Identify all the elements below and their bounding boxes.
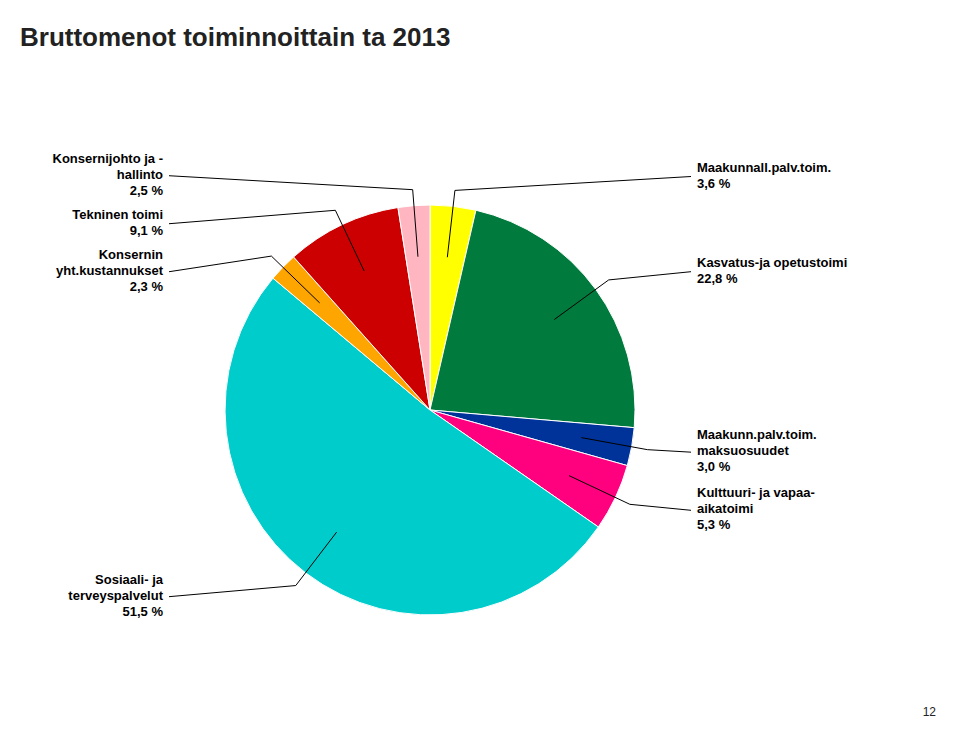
leader-lines [169,176,691,597]
slice-label: Kulttuuri- ja vapaa-aikatoimi5,3 % [697,486,815,533]
leader-line [169,210,364,271]
leader-line [447,177,691,258]
slice [430,210,635,427]
leader-line [569,476,691,511]
leader-line [581,438,691,453]
leader-line [169,176,418,257]
slice-label: Konserninyht.kustannukset2,3 % [56,247,164,294]
title: Bruttomenot toiminnoittain ta 2013 [20,22,450,52]
slice-label: Tekninen toimi9,1 % [72,207,163,238]
slice-label: Maakunnall.palv.toim.3,6 % [697,160,831,191]
leader-line [169,532,337,597]
slices [225,205,635,615]
chart: Bruttomenot toiminnoittain ta 2013 Maakun… [0,0,960,734]
page-number: 12 [923,705,937,719]
slice-label: Kasvatus-ja opetustoimi22,8 % [697,255,847,286]
slice [398,205,430,410]
leader-line [554,272,691,320]
slice-label: Sosiaali- jaterveyspalvelut51,5 % [68,572,163,619]
labels: Maakunnall.palv.toim.3,6 % Kasvatus-ja op… [53,151,848,619]
background [0,0,960,734]
slice-label: Konsernijohto ja -hallinto2,5 % [53,151,164,198]
leader-line [169,256,320,303]
slice-label: Maakunn.palv.toim.maksuosuudet3,0 % [697,428,817,475]
